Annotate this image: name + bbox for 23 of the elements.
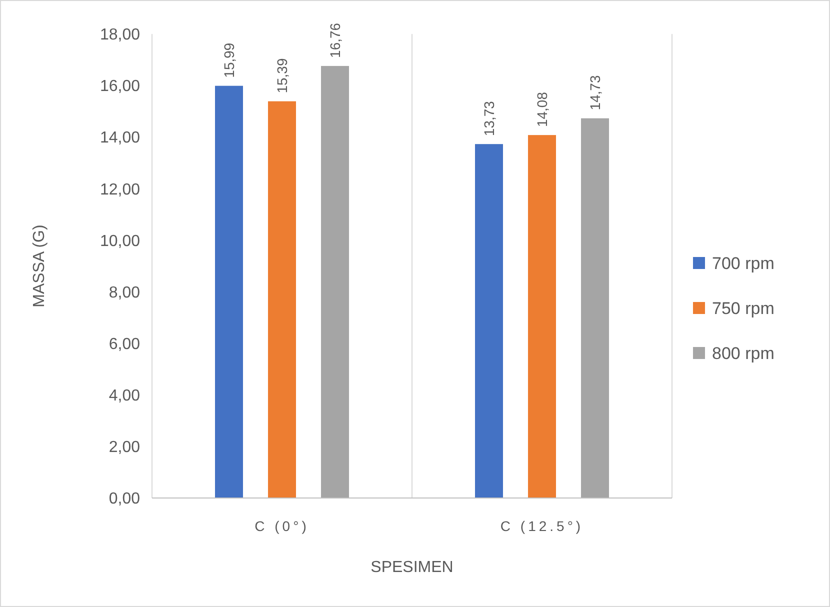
- y-tick-label: 12,00: [100, 181, 140, 198]
- legend-label: 750 rpm: [712, 298, 774, 318]
- y-tick-label: 10,00: [100, 232, 140, 250]
- data-label: 14,73: [587, 75, 603, 110]
- y-axis-title: MASSA (G): [31, 224, 48, 308]
- data-label: 16,76: [327, 22, 343, 58]
- y-tick-label: 2,00: [108, 439, 140, 456]
- y-tick-label: 0,00: [108, 490, 140, 508]
- data-label: 14,08: [534, 92, 550, 128]
- y-tick-label: 14,00: [100, 130, 140, 147]
- y-tick-label: 4,00: [108, 387, 140, 404]
- data-label: 13,73: [481, 100, 497, 136]
- legend-label: 800 rpm: [712, 344, 774, 363]
- x-tick-label: C (0°): [254, 518, 310, 534]
- x-axis-title: SPESIMEN: [370, 559, 454, 576]
- y-tick-label: 18,00: [100, 26, 140, 44]
- data-label: 15,39: [274, 58, 290, 94]
- legend-label: 700 rpm: [712, 254, 774, 273]
- y-tick-label: 8,00: [108, 284, 140, 302]
- x-tick-label: C (12.5°): [500, 518, 584, 534]
- y-tick-label: 16,00: [100, 78, 140, 96]
- data-label: 15,99: [221, 42, 237, 78]
- y-tick-label: 6,00: [108, 336, 140, 353]
